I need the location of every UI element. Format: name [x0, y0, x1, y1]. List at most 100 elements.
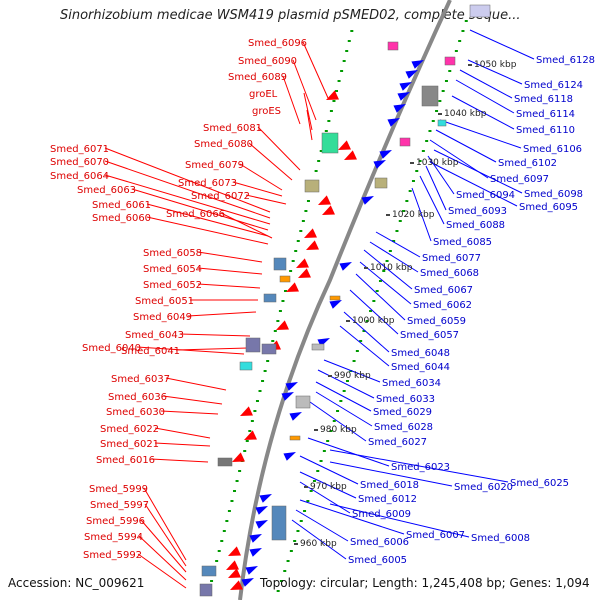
gene-label: Smed_6048 — [391, 348, 450, 359]
reverse-gene-arrow — [283, 451, 296, 461]
leader-line — [459, 69, 513, 99]
track-dot — [293, 540, 297, 542]
leader-line — [302, 41, 329, 99]
track-dot — [284, 290, 288, 292]
forward-gene-arrow — [244, 430, 257, 440]
reverse-gene-arrow — [399, 82, 412, 91]
track-dot — [378, 280, 382, 282]
leader-line — [349, 289, 399, 335]
gene-label: Smed_6059 — [407, 316, 466, 327]
leader-line — [220, 212, 273, 239]
track-dot — [372, 300, 376, 302]
cog-box-olive — [304, 179, 320, 193]
gene-label: Smed_6077 — [422, 253, 481, 264]
track-dot — [261, 380, 265, 382]
reverse-gene-arrow — [339, 262, 352, 271]
track-dot — [278, 310, 282, 312]
leader-line — [143, 487, 187, 561]
reverse-gene-arrow — [397, 92, 410, 101]
gene-label: Smed_6085 — [433, 237, 492, 248]
gene-label: groES — [252, 106, 281, 117]
leader-line — [455, 79, 515, 114]
leader-line — [197, 251, 263, 263]
kbp-tick-labels: 1050 kbp 1040 kbp 1030 kbp 1020 kbp 1010 kbp… — [294, 60, 517, 549]
gene-label: Smed_6106 — [523, 144, 582, 155]
leader-line — [197, 283, 261, 289]
forward-gene-arrow — [226, 560, 239, 570]
cog-box-grey-light — [311, 343, 325, 351]
gene-label: Smed_6012 — [358, 494, 417, 505]
track-dot — [291, 260, 295, 262]
leader-line — [165, 377, 227, 391]
topology-label: Topology: circular; Length: 1,245,408 bp… — [260, 576, 590, 590]
reverse-gene-arrow — [255, 520, 268, 529]
gene-label: Smed_6079 — [185, 160, 244, 171]
reverse-gene-arrow — [245, 566, 258, 575]
track-dot — [210, 580, 214, 582]
cog-box-pink — [387, 41, 399, 51]
track-dot — [332, 420, 336, 422]
gene-label: Smed_6088 — [446, 220, 505, 231]
gene-label: Smed_6006 — [350, 537, 409, 548]
kbp-tick-label: 1050 kbp — [474, 60, 517, 70]
inner-dot-track — [276, 20, 468, 592]
track-dot — [263, 370, 267, 372]
forward-gene-arrow — [230, 580, 243, 590]
kbp-tick-label: 1020 kbp — [392, 210, 435, 220]
track-dot — [444, 80, 448, 82]
track-dot — [316, 470, 320, 472]
gene-label: Smed_6071 — [50, 144, 109, 155]
leader-line — [179, 333, 251, 337]
gene-label: Smed_6097 — [490, 174, 549, 185]
track-dot — [289, 550, 293, 552]
leader-line — [439, 119, 522, 149]
track-dot — [301, 220, 305, 222]
track-dot — [342, 60, 346, 62]
leader-line — [150, 458, 209, 463]
gene-label: Smed_6072 — [191, 191, 250, 202]
kbp-tick-mark — [468, 64, 472, 66]
leader-line — [329, 461, 453, 487]
leader-line — [140, 519, 187, 573]
kbp-tick-label: 960 kbp — [300, 539, 337, 549]
track-dot — [355, 350, 359, 352]
kbp-tick-label: 980 kbp — [320, 425, 357, 435]
leader-line — [245, 194, 287, 205]
track-dot — [336, 410, 340, 412]
track-dot — [454, 50, 458, 52]
leader-line — [154, 442, 211, 447]
track-dot — [359, 340, 363, 342]
track-dot — [347, 40, 351, 42]
track-dot — [306, 200, 310, 202]
forward-gene-arrow — [228, 546, 241, 556]
gene-label: Smed_6096 — [248, 38, 307, 49]
track-dot — [303, 510, 307, 512]
leader-line — [232, 181, 283, 197]
forward-leader-lines — [104, 41, 329, 589]
leader-line — [137, 553, 187, 589]
gene-label: Smed_6110 — [516, 125, 575, 136]
leader-line — [154, 427, 211, 439]
track-dot — [342, 390, 346, 392]
leader-line — [329, 449, 509, 483]
forward-gene-arrow — [304, 228, 317, 238]
gene-label: groEL — [249, 89, 278, 100]
reverse-leader-lines — [291, 29, 535, 560]
kbp-tick-mark — [386, 214, 390, 216]
leader-line — [299, 455, 359, 485]
cog-box-dark — [217, 457, 233, 467]
gene-label: Smed_6033 — [376, 394, 435, 405]
track-dot — [286, 560, 290, 562]
cog-box-green — [321, 132, 339, 154]
gene-label: Smed_6098 — [524, 189, 583, 200]
cog-box-purple — [261, 343, 277, 355]
track-dot — [408, 190, 412, 192]
track-dot — [289, 270, 293, 272]
track-dot — [283, 570, 287, 572]
forward-gene-arrow — [296, 258, 309, 268]
gene-label: Smed_6118 — [514, 94, 573, 105]
kbp-tick-mark — [346, 320, 350, 322]
track-dot — [392, 240, 396, 242]
cog-box-olive — [374, 177, 388, 189]
